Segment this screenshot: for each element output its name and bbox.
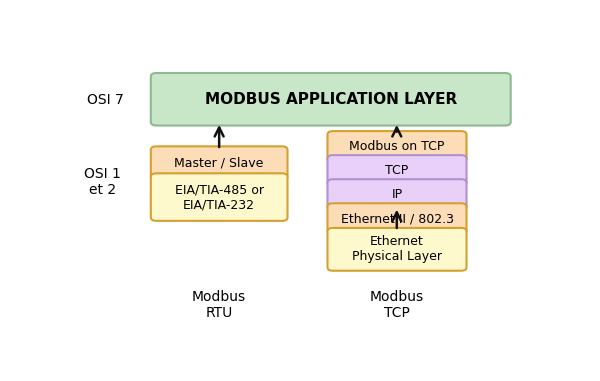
Text: Modbus
RTU: Modbus RTU [192, 290, 246, 320]
Text: Ethernet
Physical Layer: Ethernet Physical Layer [352, 235, 442, 263]
Text: TCP: TCP [385, 164, 409, 177]
FancyBboxPatch shape [328, 228, 467, 271]
FancyBboxPatch shape [151, 173, 287, 221]
Text: IP: IP [391, 188, 403, 201]
FancyBboxPatch shape [328, 131, 467, 162]
FancyBboxPatch shape [328, 203, 467, 234]
Text: EIA/TIA-485 or
EIA/TIA-232: EIA/TIA-485 or EIA/TIA-232 [175, 183, 263, 211]
Text: OSI 7: OSI 7 [87, 93, 124, 107]
Text: Modbus
TCP: Modbus TCP [370, 290, 424, 320]
FancyBboxPatch shape [151, 73, 511, 125]
Text: OSI 1
et 2: OSI 1 et 2 [85, 167, 121, 197]
FancyBboxPatch shape [151, 146, 287, 180]
Text: MODBUS APPLICATION LAYER: MODBUS APPLICATION LAYER [205, 92, 457, 107]
Text: Master / Slave: Master / Slave [175, 157, 264, 170]
FancyBboxPatch shape [328, 155, 467, 186]
FancyBboxPatch shape [328, 179, 467, 210]
Text: Modbus on TCP: Modbus on TCP [349, 140, 445, 153]
Text: Ethernet II / 802.3: Ethernet II / 802.3 [341, 212, 454, 225]
